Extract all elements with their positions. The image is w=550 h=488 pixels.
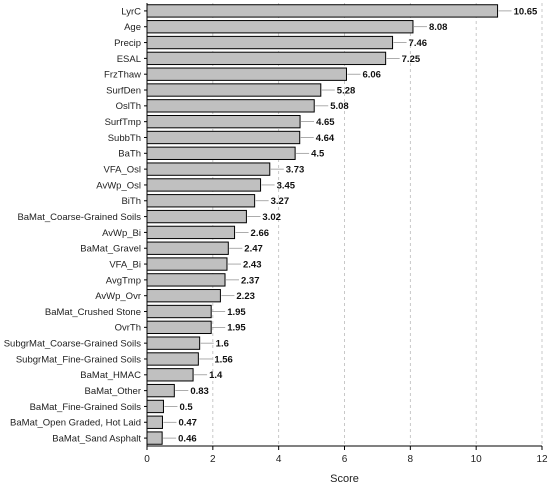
- bar-10: [146, 162, 271, 176]
- y-tick-label-25: BaMat_Fine-Grained Soils: [30, 402, 142, 413]
- value-label-11: 3.45: [277, 180, 296, 191]
- y-tick-label-6: OslTh: [116, 101, 141, 112]
- y-tick-label-10: VFA_Osl: [104, 165, 142, 176]
- bar-11: [146, 178, 262, 192]
- y-tick-label-19: BaMat_Crushed Stone: [45, 307, 141, 318]
- bar-25: [146, 399, 164, 414]
- y-tick-labels: LyrC Age Precip ESAL FrzThaw SurfDen OslTh Surf…: [4, 6, 142, 444]
- y-tick-label-7: SurfTmp: [105, 117, 141, 128]
- y-tick-label-0: LyrC: [121, 6, 141, 17]
- bar-13: [146, 209, 247, 224]
- bar-8: [146, 130, 301, 145]
- y-tick-label-11: AvWp_Osl: [96, 180, 141, 191]
- value-label-23: 1.4: [209, 370, 223, 381]
- bar-2: [146, 35, 394, 50]
- bar-21: [146, 336, 201, 350]
- x-tick-label-0: 0: [144, 454, 150, 465]
- y-tick-label-2: Precip: [114, 38, 141, 49]
- value-label-5: 5.28: [337, 85, 356, 96]
- value-label-21: 1.6: [216, 339, 229, 350]
- y-tick-label-21: SubgrMat_Coarse-Grained Soils: [4, 339, 142, 350]
- y-tick-label-12: BiTh: [121, 196, 141, 207]
- x-tick-label-4: 4: [276, 454, 282, 465]
- x-tick-label-8: 8: [408, 454, 414, 465]
- y-tick-label-24: BaMat_Other: [85, 386, 142, 397]
- bar-23: [146, 368, 194, 382]
- y-tick-label-17: AvgTmp: [106, 275, 141, 286]
- value-label-27: 0.46: [178, 433, 197, 444]
- bar-1: [146, 20, 414, 34]
- y-tick-label-15: BaMat_Gravel: [80, 244, 141, 255]
- bar-7: [146, 114, 301, 129]
- bar-16: [146, 257, 228, 271]
- bar-9: [146, 146, 296, 160]
- y-tick-label-8: SubbTh: [108, 133, 141, 144]
- value-label-15: 2.47: [244, 244, 263, 255]
- bar-15: [146, 241, 229, 255]
- bar-20: [146, 320, 212, 335]
- value-label-10: 3.73: [286, 165, 305, 176]
- axes: [144, 3, 543, 450]
- value-label-22: 1.56: [214, 354, 233, 365]
- y-tick-label-20: OvrTh: [115, 323, 141, 334]
- y-tick-label-26: BaMat_Open Graded, Hot Laid: [10, 418, 141, 429]
- value-label-20: 1.95: [227, 323, 246, 334]
- bar-3: [146, 51, 387, 66]
- bar-0: [146, 4, 499, 18]
- bar-5: [146, 83, 322, 97]
- bar-6: [146, 99, 315, 113]
- bar-12: [146, 194, 256, 208]
- value-label-18: 2.23: [236, 291, 255, 302]
- y-tick-label-16: VFA_Bi: [109, 259, 141, 270]
- bar-14: [146, 225, 236, 240]
- y-tick-label-23: BaMat_HMAC: [80, 370, 141, 381]
- y-tick-label-27: BaMat_Sand Asphalt: [52, 433, 141, 444]
- bar-24: [146, 383, 175, 398]
- value-label-3: 7.25: [402, 54, 421, 65]
- value-labels: 10.65 8.087.46 7.25 6.06 5.28 5.08 4.65 4.64 4.5…: [178, 6, 538, 444]
- value-label-1: 8.08: [429, 22, 448, 33]
- y-tick-label-1: Age: [124, 22, 141, 33]
- y-tick-label-5: SurfDen: [106, 85, 141, 96]
- value-label-14: 2.66: [251, 228, 270, 239]
- y-tick-label-4: FrzThaw: [104, 70, 141, 81]
- x-tick-label-10: 10: [471, 454, 483, 465]
- value-label-12: 3.27: [271, 196, 290, 207]
- value-label-19: 1.95: [227, 307, 246, 318]
- value-label-25: 0.5: [179, 402, 193, 413]
- value-label-2: 7.46: [409, 38, 428, 49]
- x-tick-labels: 0 2 4 6 8 10 12: [144, 454, 548, 465]
- value-leader-lines: [163, 10, 512, 439]
- y-tick-label-9: BaTh: [118, 149, 141, 160]
- value-label-7: 4.65: [316, 117, 335, 128]
- bar-22: [146, 352, 199, 366]
- bar-18: [146, 289, 221, 303]
- bar-17: [146, 273, 226, 287]
- x-tick-label-2: 2: [210, 454, 216, 465]
- y-tick-label-22: SubgrMat_Fine-Grained Soils: [16, 354, 141, 365]
- x-axis-title: Score: [330, 473, 359, 485]
- value-label-6: 5.08: [330, 101, 349, 112]
- bar-19: [146, 304, 212, 319]
- value-label-26: 0.47: [178, 418, 197, 429]
- value-label-8: 4.64: [316, 133, 335, 144]
- y-tick-label-14: AvWp_Bi: [102, 228, 141, 239]
- bar-4: [146, 67, 347, 81]
- y-tick-label-3: ESAL: [117, 54, 141, 65]
- value-label-17: 2.37: [241, 275, 260, 286]
- x-tick-label-6: 6: [342, 454, 348, 465]
- bars: [146, 4, 499, 445]
- y-tick-label-18: AvWp_Ovr: [95, 291, 141, 302]
- bar-27: [146, 431, 163, 445]
- value-label-13: 3.02: [262, 212, 281, 223]
- bar-26: [146, 415, 163, 429]
- y-tick-label-13: BaMat_Coarse-Grained Soils: [17, 212, 141, 223]
- value-label-16: 2.43: [243, 259, 261, 270]
- value-label-4: 6.06: [362, 70, 381, 81]
- value-label-0: 10.65: [514, 6, 538, 17]
- value-label-9: 4.5: [311, 149, 325, 160]
- x-tick-label-12: 12: [536, 454, 548, 465]
- value-label-24: 0.83: [190, 386, 209, 397]
